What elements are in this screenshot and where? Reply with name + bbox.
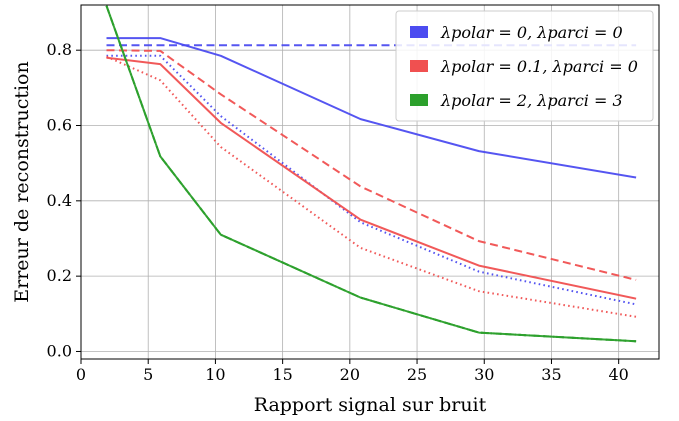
series-lines: [105, 5, 637, 343]
legend-box: [395, 10, 654, 122]
legend: λpolar = 0, λparci = 0 λpolar = 0.1, λpar…: [395, 10, 654, 122]
x-tick-label: 25: [407, 365, 427, 384]
series-line-0-solid: [106, 37, 637, 179]
legend-swatch: [410, 94, 428, 106]
x-tick-label: 10: [205, 365, 225, 384]
axis-ticks: 0 5 10 15 20 25 30 35 40 0.0 0.2 0.4 0.6 0.8: [47, 40, 629, 384]
series-line-1-dashed: [106, 49, 637, 281]
legend-label: λpolar = 2, λparci = 3: [440, 91, 623, 110]
y-tick-label: 0.8: [47, 40, 72, 59]
x-tick-label: 35: [541, 365, 561, 384]
plot-frame: [80, 4, 660, 360]
x-tick-label: 5: [143, 365, 153, 384]
series-line-1-dotted: [106, 55, 637, 318]
x-tick-label: 15: [272, 365, 292, 384]
y-axis-label: Erreur de reconstruction: [11, 61, 33, 302]
legend-swatch: [410, 60, 428, 72]
series-line-2-dotted: [105, 5, 637, 343]
x-tick-label: 20: [340, 365, 360, 384]
x-tick-label: 40: [608, 365, 628, 384]
y-tick-label: 0.0: [47, 341, 72, 360]
y-tick-label: 0.4: [47, 191, 72, 210]
legend-label: λpolar = 0, λparci = 0: [440, 23, 623, 42]
series-line-0-dotted: [106, 54, 637, 306]
y-tick-label: 0.2: [47, 266, 72, 285]
y-tick-label: 0.6: [47, 116, 72, 135]
x-axis-label: Rapport signal sur bruit: [254, 394, 487, 416]
series-line-1-solid: [106, 56, 637, 300]
legend-label: λpolar = 0.1, λparci = 0: [440, 57, 638, 76]
x-tick-label: 30: [474, 365, 494, 384]
legend-swatch: [410, 26, 428, 38]
x-tick-label: 0: [76, 365, 86, 384]
